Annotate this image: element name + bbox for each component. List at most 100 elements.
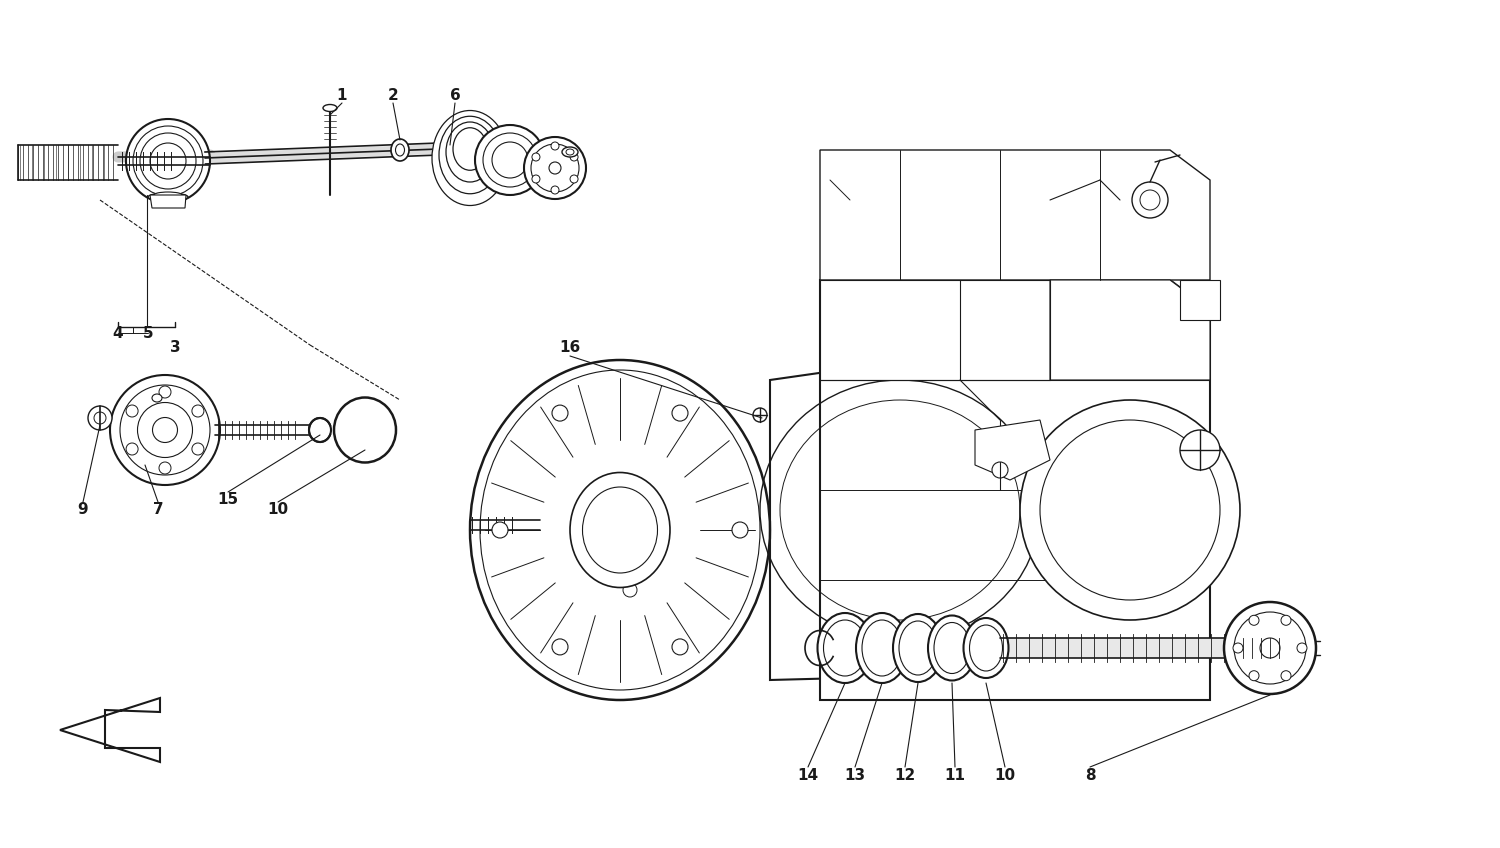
Circle shape <box>753 408 766 422</box>
Ellipse shape <box>818 613 873 683</box>
Ellipse shape <box>582 487 657 573</box>
Circle shape <box>126 405 138 417</box>
Ellipse shape <box>1234 612 1306 684</box>
Ellipse shape <box>470 360 770 700</box>
Ellipse shape <box>549 162 561 174</box>
Circle shape <box>140 133 196 189</box>
Circle shape <box>1298 643 1306 653</box>
Text: 3: 3 <box>170 341 180 355</box>
Ellipse shape <box>392 139 410 161</box>
Circle shape <box>192 443 204 455</box>
Polygon shape <box>150 195 186 208</box>
Circle shape <box>88 406 112 430</box>
Circle shape <box>732 522 748 538</box>
Ellipse shape <box>898 621 938 675</box>
Ellipse shape <box>531 144 579 192</box>
Ellipse shape <box>432 110 508 205</box>
Circle shape <box>192 405 204 417</box>
Ellipse shape <box>856 613 907 683</box>
Circle shape <box>672 405 688 421</box>
Circle shape <box>94 412 106 424</box>
Circle shape <box>1250 616 1258 625</box>
Circle shape <box>1180 430 1219 470</box>
Ellipse shape <box>340 405 388 455</box>
Ellipse shape <box>322 104 338 111</box>
Circle shape <box>159 462 171 474</box>
Ellipse shape <box>969 625 1002 671</box>
Circle shape <box>992 462 1008 478</box>
Ellipse shape <box>396 144 405 156</box>
Ellipse shape <box>928 616 976 680</box>
Ellipse shape <box>446 122 494 182</box>
Ellipse shape <box>862 620 901 676</box>
Ellipse shape <box>154 192 182 198</box>
Circle shape <box>1281 671 1292 681</box>
Text: 7: 7 <box>153 503 164 517</box>
Circle shape <box>159 386 171 398</box>
Circle shape <box>492 142 528 178</box>
Ellipse shape <box>152 394 162 402</box>
Text: 1: 1 <box>336 87 346 103</box>
Text: 11: 11 <box>945 767 966 783</box>
Polygon shape <box>1180 280 1219 320</box>
Ellipse shape <box>824 620 867 676</box>
Text: 8: 8 <box>1084 767 1095 783</box>
Circle shape <box>550 186 560 194</box>
Circle shape <box>492 522 508 538</box>
Circle shape <box>550 142 560 150</box>
Ellipse shape <box>934 622 970 673</box>
Ellipse shape <box>334 398 396 462</box>
Text: 9: 9 <box>78 503 88 517</box>
Ellipse shape <box>440 116 501 193</box>
Circle shape <box>552 405 568 421</box>
Ellipse shape <box>892 614 944 682</box>
Ellipse shape <box>1040 420 1220 600</box>
Polygon shape <box>821 280 1050 380</box>
Circle shape <box>1140 190 1160 210</box>
Text: 10: 10 <box>267 503 288 517</box>
Text: 5: 5 <box>142 326 153 341</box>
Circle shape <box>476 125 544 195</box>
Circle shape <box>672 639 688 655</box>
Ellipse shape <box>566 149 574 155</box>
Circle shape <box>126 119 210 203</box>
Text: 15: 15 <box>217 493 238 507</box>
Ellipse shape <box>110 375 220 485</box>
Circle shape <box>1250 671 1258 681</box>
Ellipse shape <box>562 147 578 157</box>
Polygon shape <box>821 280 1210 700</box>
Circle shape <box>570 153 578 161</box>
Ellipse shape <box>1260 638 1280 658</box>
Ellipse shape <box>570 472 670 588</box>
Ellipse shape <box>524 137 586 199</box>
Ellipse shape <box>1224 602 1316 694</box>
Text: 6: 6 <box>450 87 460 103</box>
Polygon shape <box>770 340 1150 680</box>
Text: 10: 10 <box>994 767 1016 783</box>
Ellipse shape <box>1020 400 1240 620</box>
Circle shape <box>622 583 638 597</box>
Text: 16: 16 <box>560 341 580 355</box>
Circle shape <box>532 153 540 161</box>
Circle shape <box>483 133 537 187</box>
Text: 13: 13 <box>844 767 865 783</box>
Ellipse shape <box>480 370 760 690</box>
Text: 14: 14 <box>798 767 819 783</box>
Circle shape <box>552 639 568 655</box>
Ellipse shape <box>138 403 192 458</box>
Circle shape <box>1132 182 1168 218</box>
Ellipse shape <box>309 418 332 442</box>
Ellipse shape <box>453 128 488 170</box>
Circle shape <box>532 175 540 183</box>
Circle shape <box>570 175 578 183</box>
Bar <box>1000 638 1230 658</box>
Text: 4: 4 <box>112 326 123 341</box>
Circle shape <box>134 126 202 196</box>
Ellipse shape <box>148 193 188 201</box>
Text: 2: 2 <box>387 87 399 103</box>
Ellipse shape <box>153 417 177 443</box>
Text: 12: 12 <box>894 767 915 783</box>
Polygon shape <box>1050 280 1211 380</box>
Ellipse shape <box>120 385 210 475</box>
Polygon shape <box>975 420 1050 480</box>
